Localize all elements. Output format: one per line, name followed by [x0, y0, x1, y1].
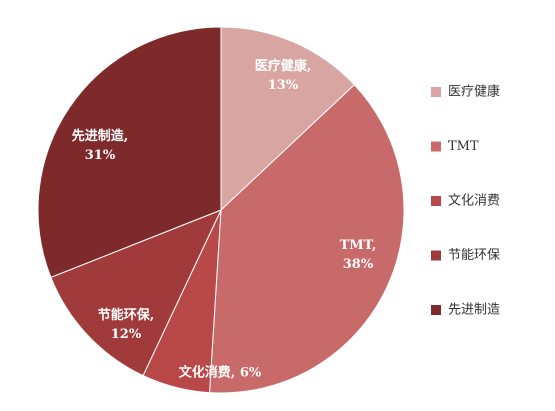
legend-swatch: [431, 196, 441, 206]
data-label: 医疗健康,: [255, 58, 312, 74]
pie-slice: [37, 26, 222, 279]
legend-label: 先进制造: [448, 303, 500, 318]
pie-slice: [50, 209, 222, 377]
data-label: 先进制造,: [72, 128, 129, 144]
legend-label: 节能环保: [448, 248, 500, 263]
legend-swatch: [431, 305, 441, 315]
legend-swatch: [431, 141, 441, 152]
data-label: 12%: [111, 327, 142, 342]
pie-slice: [220, 26, 356, 212]
legend-label: TMT: [448, 139, 479, 154]
data-label: TMT,: [340, 238, 377, 253]
data-label: 节能环保,: [98, 307, 155, 323]
data-label: 31%: [85, 148, 116, 163]
data-label: 文化消费, 6%: [179, 365, 262, 381]
data-label: 13%: [268, 78, 299, 93]
legend-label: 文化消费: [448, 194, 500, 209]
legend-swatch: [431, 87, 441, 97]
data-label: 38%: [343, 257, 374, 272]
pie-slice: [208, 84, 405, 394]
legend-swatch: [431, 250, 441, 261]
legend-label: 医疗健康: [448, 84, 500, 100]
